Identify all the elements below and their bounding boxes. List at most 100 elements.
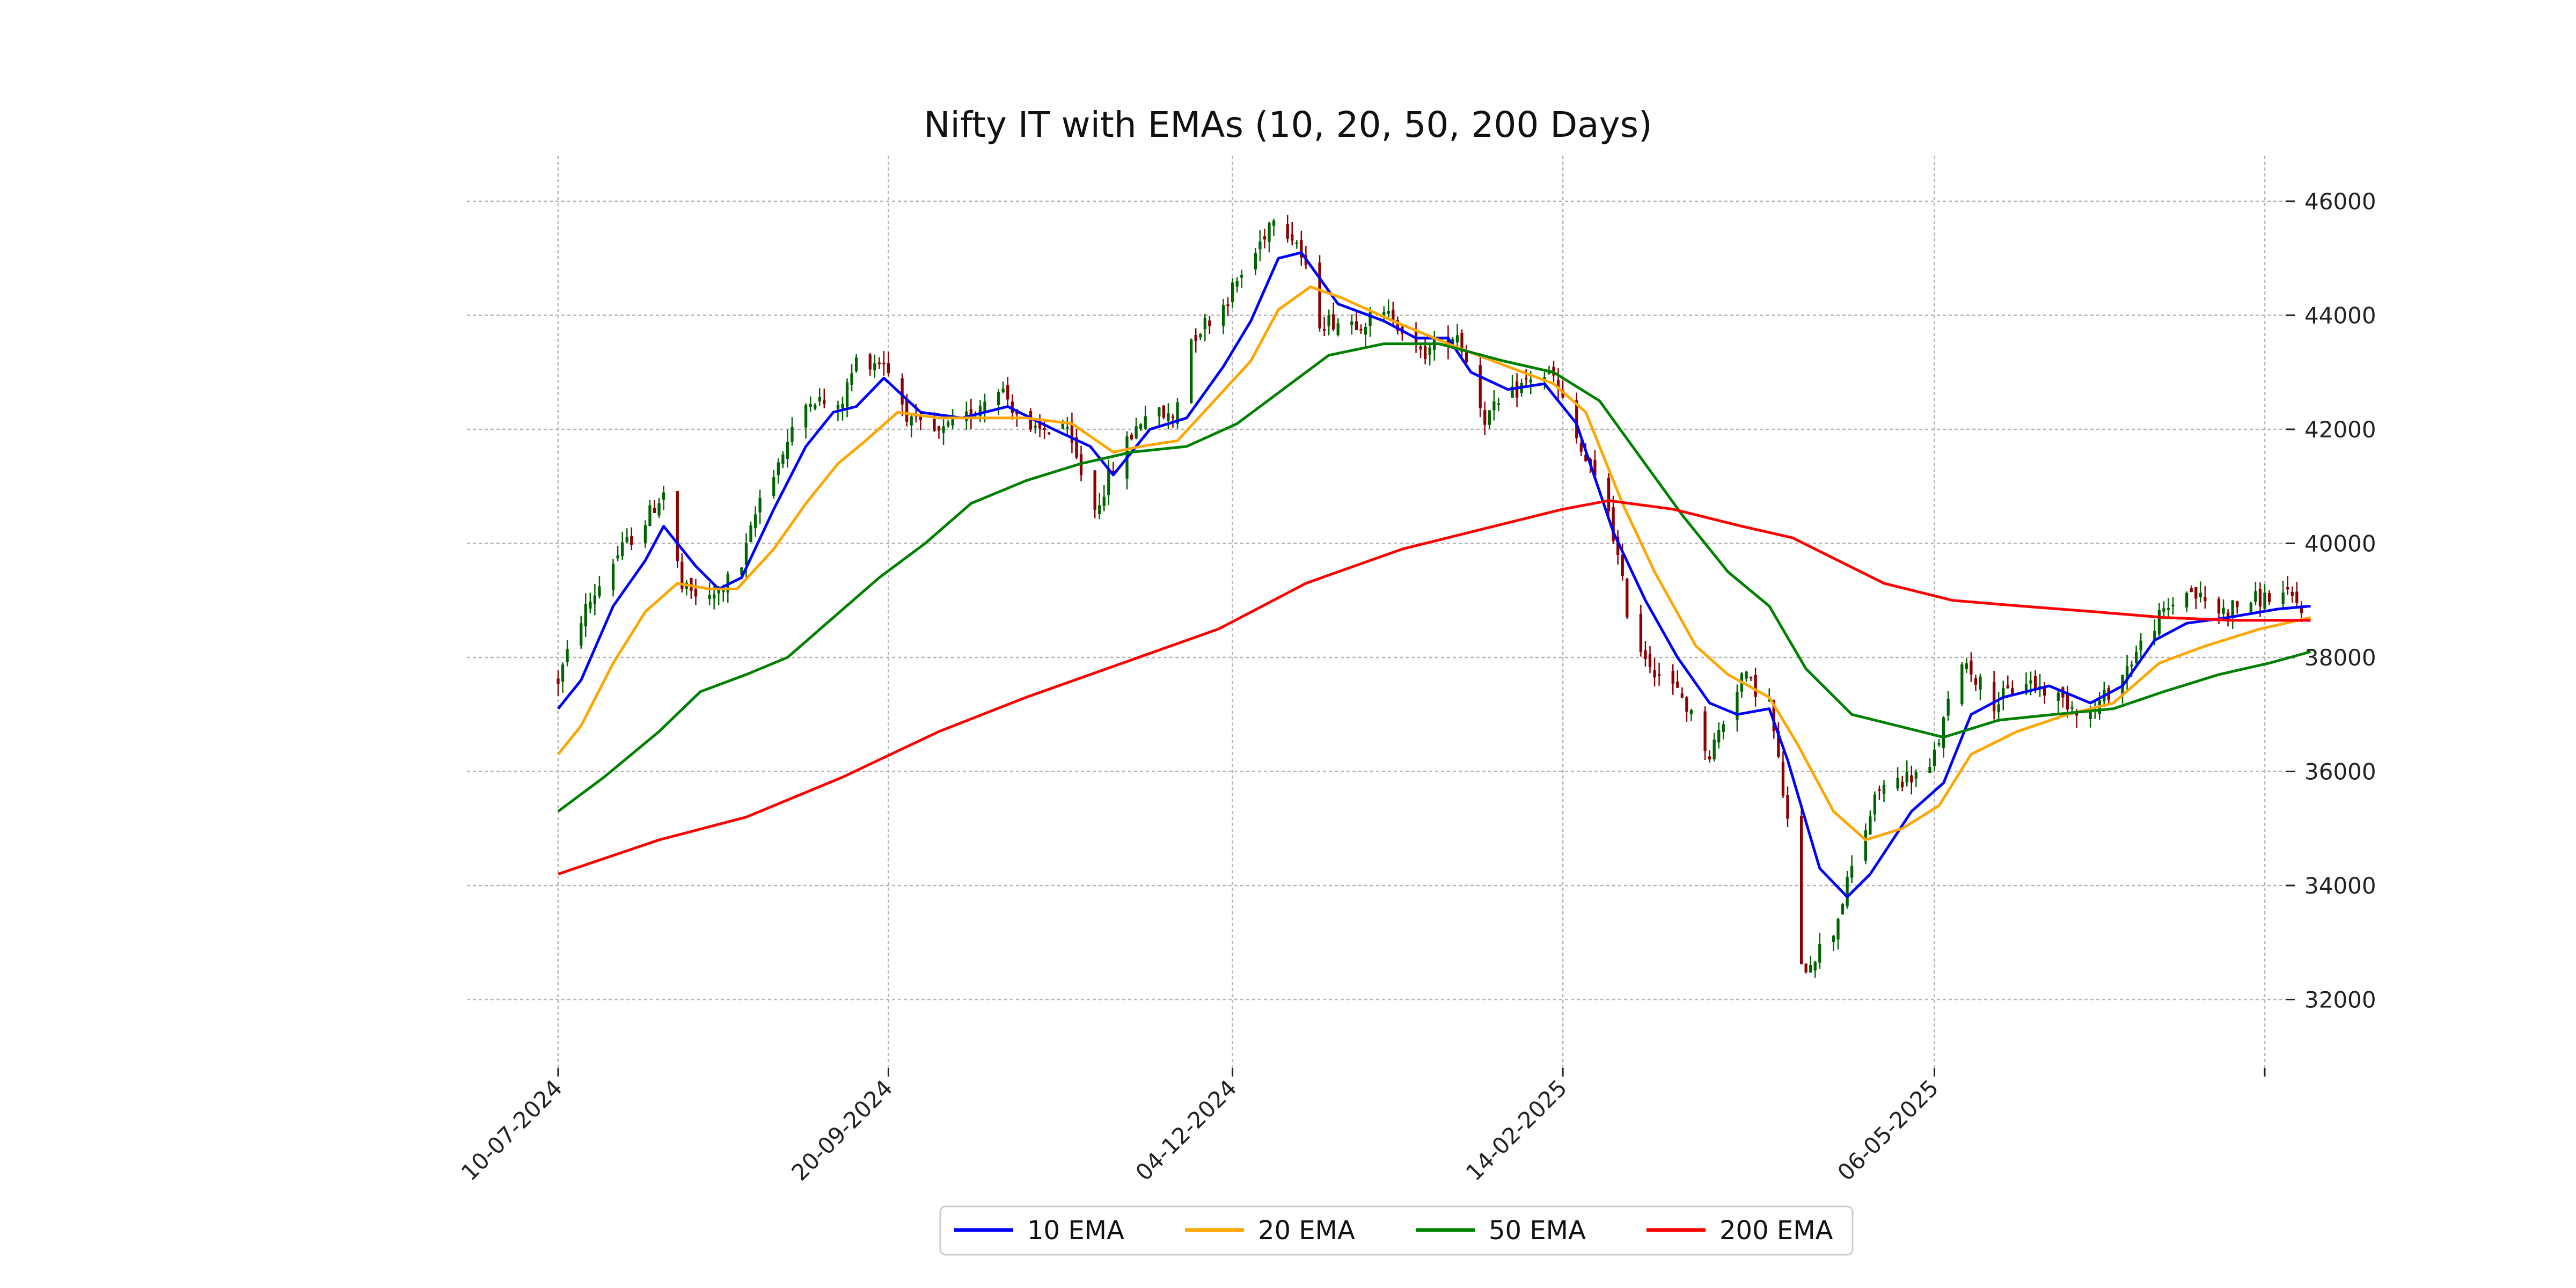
candle-body <box>901 378 904 405</box>
candle-body <box>1850 866 1854 878</box>
candle-body <box>854 357 858 371</box>
candle-body <box>1593 459 1597 476</box>
candle-body <box>809 404 812 407</box>
candle-body <box>2029 680 2032 684</box>
candle-body <box>584 604 587 627</box>
candle-body <box>1139 424 1143 429</box>
candle-body <box>1203 318 1206 330</box>
candle-body <box>1070 421 1074 443</box>
candle-body <box>1882 785 1886 794</box>
candle-body <box>2125 666 2129 681</box>
candle-body <box>1066 427 1069 429</box>
candle-body <box>1208 320 1211 326</box>
candle-body <box>1749 676 1753 678</box>
x-tick-label: 10-07-2024 <box>456 1074 567 1185</box>
candle-body <box>1928 767 1931 773</box>
candle-body <box>1336 323 1340 335</box>
candle-body <box>786 442 789 459</box>
candle-body <box>969 409 973 419</box>
legend-label-20-ema: 20 EMA <box>1258 1216 1355 1246</box>
candle-body <box>919 414 922 421</box>
candle-body <box>2217 598 2221 613</box>
candle-body <box>2199 592 2202 597</box>
candle-body <box>1515 381 1519 398</box>
candle-body <box>1258 241 1262 250</box>
candle-body <box>1093 470 1096 510</box>
candle-body <box>1387 311 1390 314</box>
candle-body <box>1235 281 1239 287</box>
candle-body <box>1529 379 1532 383</box>
legend-box <box>939 1205 1854 1256</box>
candle-body <box>1492 401 1496 411</box>
candle-body <box>1479 365 1482 408</box>
candle-body <box>557 678 560 684</box>
legend-label-10-ema: 10 EMA <box>1027 1216 1124 1246</box>
candle-body <box>1644 650 1647 660</box>
candle-body <box>1111 471 1115 473</box>
candle-body <box>882 362 885 364</box>
candle-body <box>1584 455 1587 462</box>
candle-body <box>1419 346 1422 350</box>
candle-body <box>1575 400 1578 438</box>
candle-body <box>983 401 986 411</box>
candle-body <box>1455 335 1459 343</box>
candle-body <box>1048 432 1051 434</box>
candle-body <box>905 399 909 422</box>
candle-body <box>2222 608 2225 614</box>
candle-body <box>1772 700 1775 731</box>
candle-body <box>804 405 808 428</box>
y-tick-label: 40000 <box>2304 531 2376 557</box>
candle-body <box>823 400 826 405</box>
candle-body <box>2267 592 2271 603</box>
y-tick-label: 32000 <box>2304 987 2376 1013</box>
candle-body <box>1680 693 1684 698</box>
candle-body <box>598 586 601 597</box>
candle-body <box>2236 601 2239 608</box>
candle-body <box>1392 309 1395 321</box>
candle-body <box>1102 496 1106 506</box>
candle-body <box>942 426 945 433</box>
candle-body <box>566 649 569 662</box>
ema-lines <box>557 251 2311 898</box>
candle-body <box>1556 379 1560 387</box>
candle-body <box>836 405 840 409</box>
candle-body <box>1396 320 1400 331</box>
candle-body <box>1107 470 1110 495</box>
candle-body <box>1268 223 1271 242</box>
candle-body <box>946 422 950 426</box>
candle-body <box>2281 592 2285 604</box>
x-tick-label: 20-09-2024 <box>786 1074 897 1185</box>
candle-body <box>1368 312 1372 326</box>
candle-body <box>1841 904 1845 914</box>
candle-body <box>1639 613 1643 652</box>
candle-body <box>589 602 592 609</box>
10-ema-line <box>557 251 2311 898</box>
candle-body <box>2024 684 2028 693</box>
candle-body <box>616 555 619 559</box>
candle-body <box>749 525 752 543</box>
candle-body <box>1221 304 1225 326</box>
candle-body <box>1038 420 1042 429</box>
candle-body <box>1318 262 1321 328</box>
candle-body <box>910 416 913 426</box>
candle-body <box>1703 711 1707 751</box>
candle-body <box>708 595 711 599</box>
candle-body <box>1322 328 1326 331</box>
candle-body <box>1878 789 1881 791</box>
candle-body <box>630 536 633 545</box>
candle-body <box>2190 588 2193 592</box>
candle-body <box>1414 330 1418 343</box>
candle-body <box>1158 407 1161 416</box>
candle-body <box>2130 664 2133 667</box>
candle-body <box>1722 724 1725 732</box>
candle-body <box>1676 681 1679 688</box>
candle-body <box>1607 477 1611 511</box>
candle-body <box>2070 707 2074 709</box>
candle-body <box>1144 416 1147 429</box>
candle-body <box>2066 692 2069 710</box>
candle-body <box>1359 328 1363 331</box>
candle-body <box>1043 428 1046 430</box>
candle-body <box>1754 675 1757 697</box>
candle-body <box>1974 678 1978 685</box>
candle-body <box>1979 676 1982 690</box>
